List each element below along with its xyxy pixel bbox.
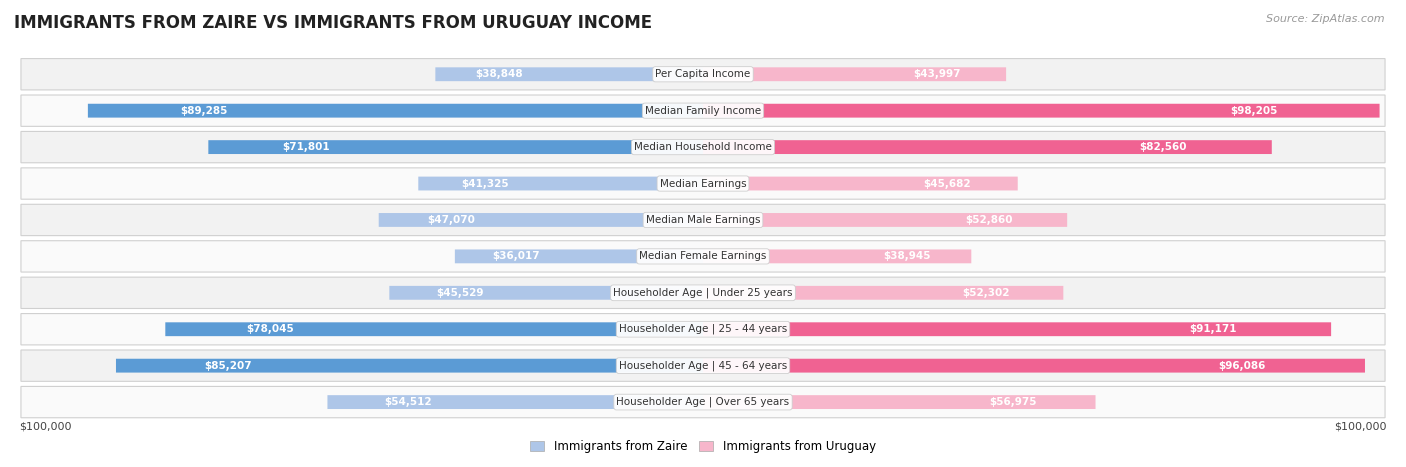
Text: Median Male Earnings: Median Male Earnings [645,215,761,225]
Text: $43,997: $43,997 [912,69,960,79]
FancyBboxPatch shape [21,350,1385,382]
Text: Per Capita Income: Per Capita Income [655,69,751,79]
Text: $100,000: $100,000 [1334,421,1386,431]
Text: IMMIGRANTS FROM ZAIRE VS IMMIGRANTS FROM URUGUAY INCOME: IMMIGRANTS FROM ZAIRE VS IMMIGRANTS FROM… [14,14,652,32]
Text: $45,529: $45,529 [436,288,484,298]
FancyBboxPatch shape [166,322,703,336]
FancyBboxPatch shape [21,131,1385,163]
Text: Median Household Income: Median Household Income [634,142,772,152]
Text: $38,848: $38,848 [475,69,523,79]
Text: $78,045: $78,045 [246,324,294,334]
Text: $56,975: $56,975 [990,397,1036,407]
Text: $41,325: $41,325 [461,178,509,189]
FancyBboxPatch shape [21,204,1385,236]
Text: Householder Age | 25 - 44 years: Householder Age | 25 - 44 years [619,324,787,334]
FancyBboxPatch shape [115,359,703,373]
FancyBboxPatch shape [703,104,1379,118]
Text: $71,801: $71,801 [283,142,330,152]
FancyBboxPatch shape [703,395,1095,409]
FancyBboxPatch shape [703,67,1007,81]
FancyBboxPatch shape [21,277,1385,309]
Text: Median Female Earnings: Median Female Earnings [640,251,766,262]
Text: $38,945: $38,945 [883,251,931,262]
FancyBboxPatch shape [703,177,1018,191]
Text: $52,860: $52,860 [965,215,1012,225]
FancyBboxPatch shape [703,359,1365,373]
FancyBboxPatch shape [208,140,703,154]
Text: $52,302: $52,302 [962,288,1010,298]
FancyBboxPatch shape [21,386,1385,418]
Text: $36,017: $36,017 [492,251,540,262]
FancyBboxPatch shape [703,322,1331,336]
Text: Median Family Income: Median Family Income [645,106,761,116]
Text: $54,512: $54,512 [384,397,432,407]
FancyBboxPatch shape [703,140,1272,154]
FancyBboxPatch shape [378,213,703,227]
FancyBboxPatch shape [328,395,703,409]
FancyBboxPatch shape [89,104,703,118]
FancyBboxPatch shape [436,67,703,81]
Text: Householder Age | Over 65 years: Householder Age | Over 65 years [616,397,790,407]
Legend: Immigrants from Zaire, Immigrants from Uruguay: Immigrants from Zaire, Immigrants from U… [526,436,880,458]
Text: $91,171: $91,171 [1189,324,1237,334]
FancyBboxPatch shape [21,95,1385,127]
FancyBboxPatch shape [21,58,1385,90]
FancyBboxPatch shape [21,168,1385,199]
Text: $89,285: $89,285 [180,106,228,116]
Text: $96,086: $96,086 [1219,361,1265,371]
Text: Median Earnings: Median Earnings [659,178,747,189]
FancyBboxPatch shape [703,213,1067,227]
FancyBboxPatch shape [456,249,703,263]
Text: Householder Age | Under 25 years: Householder Age | Under 25 years [613,288,793,298]
FancyBboxPatch shape [703,249,972,263]
FancyBboxPatch shape [703,286,1063,300]
Text: $85,207: $85,207 [204,361,252,371]
Text: $47,070: $47,070 [427,215,475,225]
Text: $82,560: $82,560 [1139,142,1187,152]
Text: Source: ZipAtlas.com: Source: ZipAtlas.com [1267,14,1385,24]
FancyBboxPatch shape [21,313,1385,345]
FancyBboxPatch shape [21,241,1385,272]
Text: $45,682: $45,682 [922,178,970,189]
Text: $98,205: $98,205 [1230,106,1278,116]
Text: Householder Age | 45 - 64 years: Householder Age | 45 - 64 years [619,361,787,371]
FancyBboxPatch shape [389,286,703,300]
Text: $100,000: $100,000 [20,421,72,431]
FancyBboxPatch shape [419,177,703,191]
